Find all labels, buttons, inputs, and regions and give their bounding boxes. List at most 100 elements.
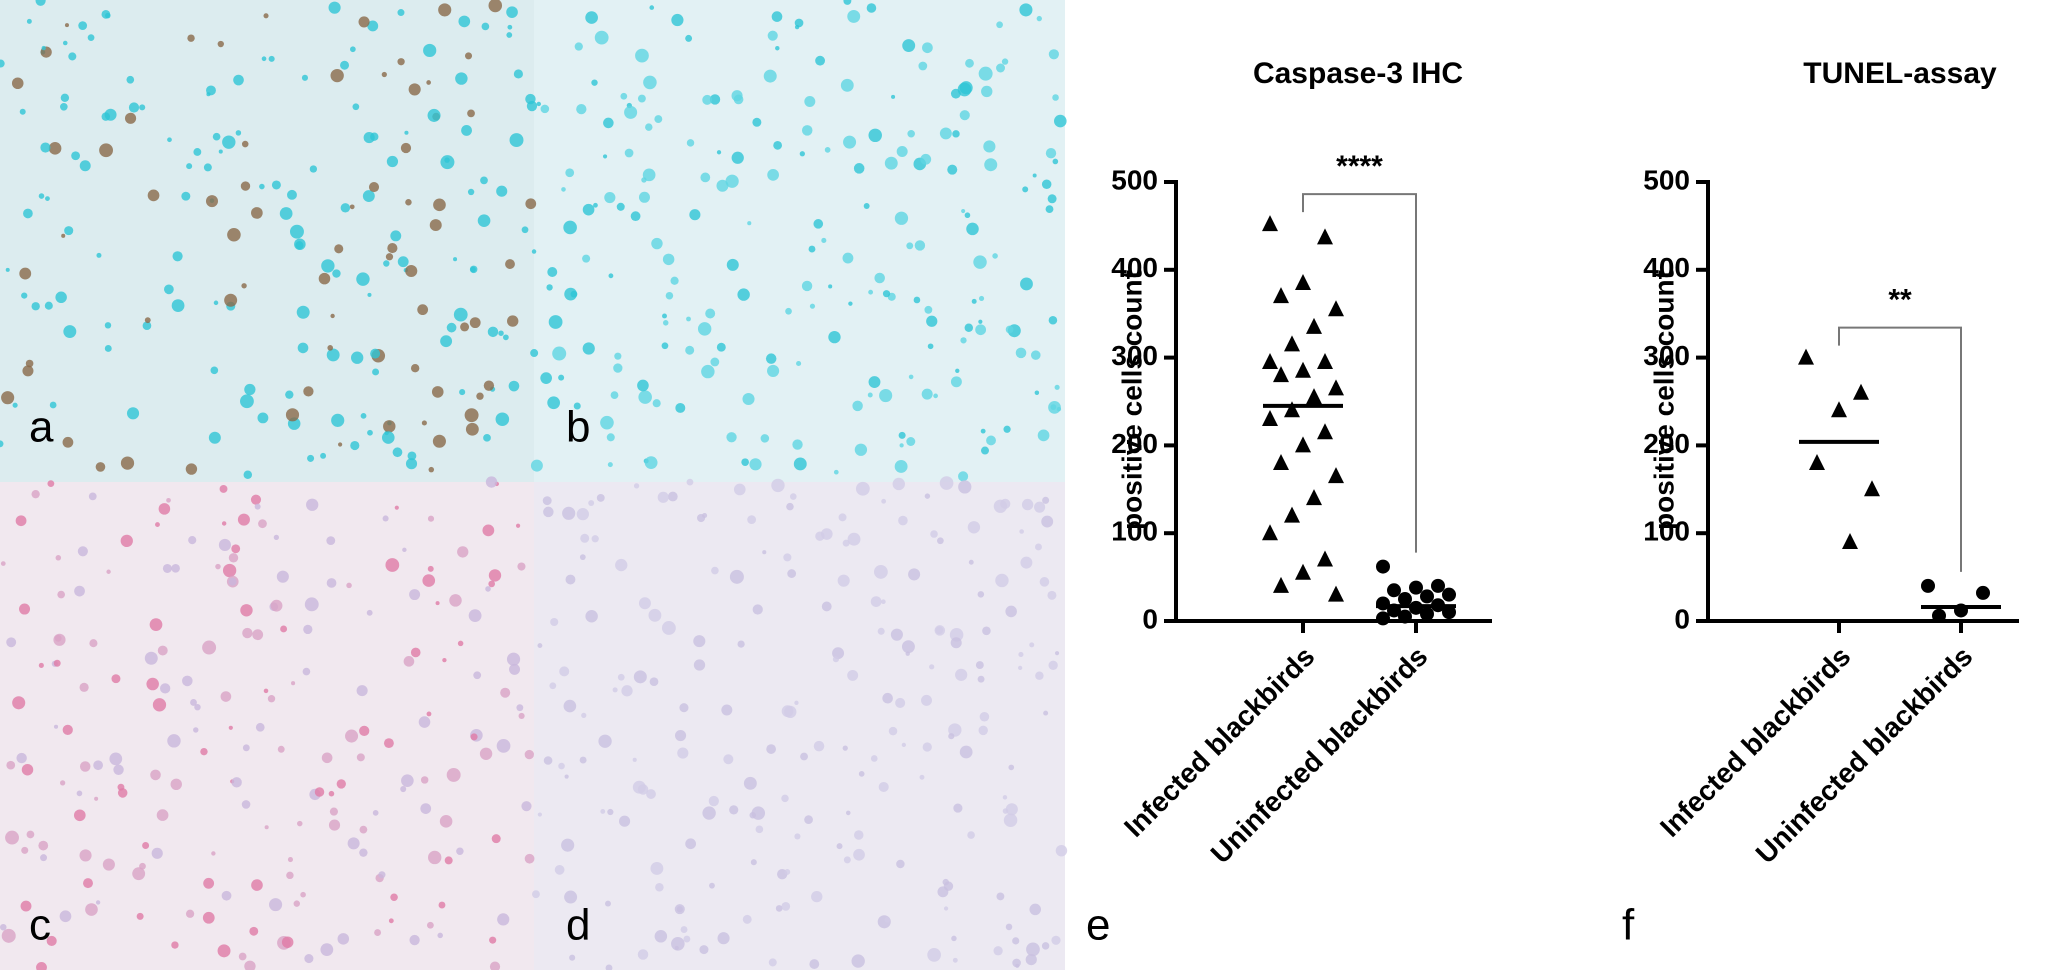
texture-dot xyxy=(1008,764,1015,771)
texture-dot xyxy=(848,301,853,306)
texture-dot xyxy=(978,66,993,81)
texture-dot xyxy=(709,882,715,889)
texture-dot xyxy=(53,633,66,646)
texture-dot xyxy=(151,847,163,859)
texture-dot xyxy=(79,761,91,772)
texture-dot xyxy=(442,657,447,663)
texture-dot xyxy=(898,431,906,439)
texture-dot xyxy=(582,342,595,355)
texture-dot xyxy=(950,637,962,649)
texture-dot xyxy=(958,471,969,482)
texture-dot xyxy=(1045,148,1057,159)
data-point xyxy=(1864,480,1880,497)
texture-dot xyxy=(386,155,399,168)
texture-dot xyxy=(981,85,993,98)
significance-label: **** xyxy=(1336,150,1383,183)
texture-dot xyxy=(60,93,70,102)
texture-dot xyxy=(874,272,885,284)
texture-dot xyxy=(605,900,611,907)
texture-dot xyxy=(1019,3,1033,17)
texture-dot xyxy=(481,22,490,31)
texture-dot xyxy=(731,151,744,164)
texture-dot xyxy=(263,688,269,694)
texture-dot xyxy=(400,142,412,154)
texture-dot xyxy=(263,13,269,19)
texture-dot xyxy=(851,954,865,968)
texture-dot xyxy=(508,380,520,392)
texture-dot xyxy=(12,696,26,710)
texture-dot xyxy=(784,705,797,719)
texture-dot xyxy=(144,651,158,665)
texture-dot xyxy=(218,538,231,551)
micrograph-b xyxy=(534,0,1065,482)
data-point xyxy=(1284,506,1300,523)
texture-dot xyxy=(843,0,852,5)
texture-dot xyxy=(427,108,441,122)
texture-dot xyxy=(330,68,344,83)
texture-dot xyxy=(241,283,247,289)
texture-dot xyxy=(291,681,296,686)
y-tick-label: 400 xyxy=(1111,252,1158,283)
data-point xyxy=(1273,366,1289,383)
texture-dot xyxy=(79,682,89,692)
texture-dot xyxy=(752,604,763,615)
texture-dot xyxy=(428,850,442,865)
texture-dot xyxy=(60,780,66,786)
texture-dot xyxy=(1035,671,1044,680)
texture-dot xyxy=(621,685,633,697)
texture-dot xyxy=(882,692,893,704)
texture-dot xyxy=(286,871,294,880)
texture-dot xyxy=(469,317,481,329)
texture-dot xyxy=(842,252,854,264)
texture-dot xyxy=(655,883,664,892)
texture-dot xyxy=(824,146,831,153)
texture-dot xyxy=(847,9,861,23)
texture-dot xyxy=(532,890,540,899)
texture-dot xyxy=(126,75,135,84)
texture-dot xyxy=(270,599,283,612)
texture-dot xyxy=(679,703,689,713)
texture-dot xyxy=(378,871,386,879)
texture-dot xyxy=(142,841,150,849)
texture-dot xyxy=(126,407,140,420)
data-point xyxy=(1398,609,1412,624)
texture-dot xyxy=(64,226,74,236)
texture-dot xyxy=(975,661,984,670)
texture-dot xyxy=(1034,390,1040,395)
texture-dot xyxy=(38,840,49,851)
texture-dot xyxy=(222,563,237,578)
texture-dot xyxy=(842,539,850,547)
texture-dot xyxy=(561,838,575,852)
texture-dot xyxy=(685,34,693,42)
texture-dot xyxy=(489,936,497,944)
chart-title: Caspase-3 IHC xyxy=(1253,57,1463,90)
texture-dot xyxy=(397,9,405,17)
texture-dot xyxy=(251,879,263,891)
texture-dot xyxy=(370,348,381,359)
texture-dot xyxy=(426,80,431,85)
texture-dot xyxy=(427,565,434,572)
texture-dot xyxy=(918,61,928,71)
data-point xyxy=(1376,559,1390,574)
texture-dot xyxy=(594,30,609,45)
texture-dot xyxy=(249,926,259,936)
texture-dot xyxy=(63,325,77,339)
texture-dot xyxy=(360,412,367,419)
texture-dot xyxy=(646,789,656,799)
y-tick-label: 100 xyxy=(1111,516,1158,547)
texture-dot xyxy=(21,763,34,776)
texture-dot xyxy=(955,368,960,373)
texture-dot xyxy=(496,185,508,197)
texture-dot xyxy=(702,806,716,820)
texture-dot xyxy=(977,591,985,598)
texture-dot xyxy=(383,260,390,267)
texture-dot xyxy=(167,137,172,143)
texture-dot xyxy=(96,252,102,258)
texture-dot xyxy=(588,500,595,506)
texture-dot xyxy=(821,237,827,243)
data-point xyxy=(1921,578,1935,593)
texture-dot xyxy=(582,203,595,216)
texture-dot xyxy=(203,163,212,172)
texture-dot xyxy=(428,466,435,473)
texture-dot xyxy=(796,360,802,367)
